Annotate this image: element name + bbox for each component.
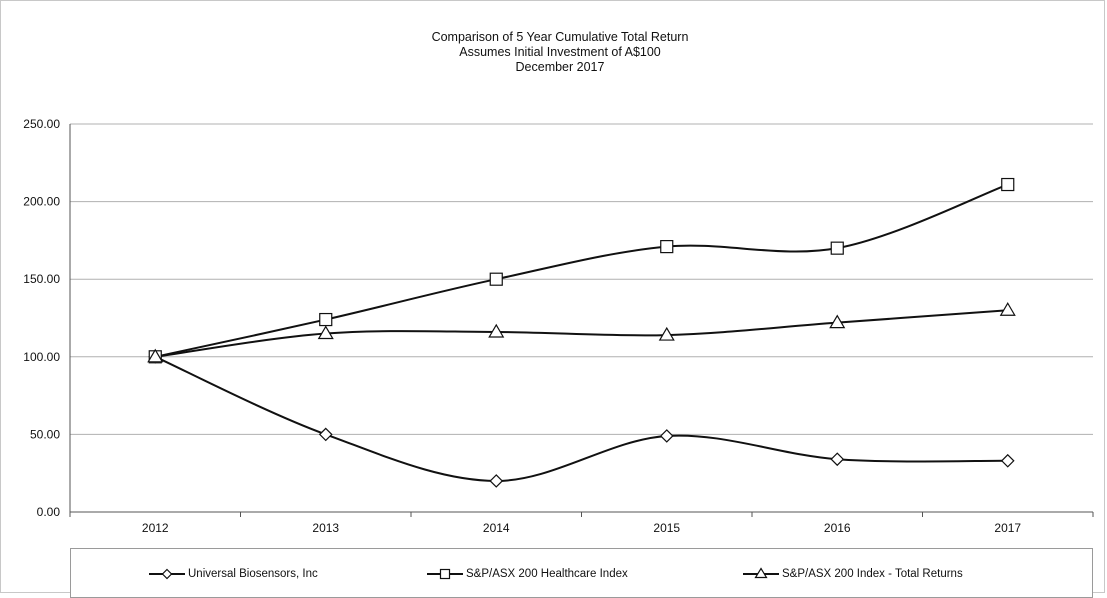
legend-item-1: Universal Biosensors, Inc [149,567,318,581]
series-3-point-2014 [488,323,505,338]
legend-label: Universal Biosensors, Inc [188,568,318,580]
series-2-point-2014 [489,272,503,286]
legend-label: S&P/ASX 200 Index - Total Returns [782,568,963,580]
chart-subtitle-line-1: Assumes Initial Investment of A$100 [459,45,661,59]
series-1-point-2013 [318,427,333,442]
x-tick-label: 2017 [994,521,1021,535]
series-3-line [155,309,1008,358]
series-3-point-2012 [147,348,164,363]
legend-marker-square [439,568,451,580]
series-2-point-2016 [830,241,844,255]
series-1-point-2015 [659,429,674,443]
legend-item-3: S&P/ASX 200 Index - Total Returns [743,567,963,581]
series-2-point-2017 [1001,177,1015,192]
y-tick-label: 250.00 [23,117,60,131]
x-tick-label: 2012 [142,521,169,535]
chart-titles: Comparison of 5 Year Cumulative Total Re… [250,30,870,75]
series-1-point-2014 [489,474,504,488]
series-2-line [155,183,1009,358]
series-2-point-2015 [660,240,674,254]
gridlines [70,123,1093,435]
legend-swatch-triangle [743,567,779,579]
chart-subtitle-line-2: December 2017 [515,60,605,74]
legend-swatch-square [427,568,463,580]
legend-marker-triangle [754,567,768,579]
legend-marker-diamond [161,568,173,580]
series-2-point-2013 [319,312,333,327]
series-3-point-2016 [829,314,846,329]
y-tick-label: 0.00 [37,505,61,519]
chart-title: Comparison of 5 Year Cumulative Total Re… [431,30,689,44]
y-tick-label: 150.00 [23,272,60,286]
legend-item-2: S&P/ASX 200 Healthcare Index [427,567,628,581]
y-tick-label: 200.00 [23,195,60,209]
x-tick-label: 2016 [824,521,851,535]
series-lines [154,183,1009,482]
line-chart: 0.00 50.00 100.00 150.00 200.00 250.00 2012 201… [23,117,1094,535]
x-tick-label: 2014 [483,521,510,535]
series-3-point-2013 [317,325,334,340]
legend: Universal Biosensors, Inc S&P/ASX 200 Hea… [70,548,1093,598]
y-tick-label: 50.00 [30,427,60,441]
x-tick-label: 2015 [653,521,680,535]
series-3-point-2015 [658,326,675,341]
series-1-point-2017 [1000,453,1015,468]
y-tick-label: 100.00 [23,350,60,364]
legend-swatch-diamond [149,568,185,580]
series-1-line [154,355,1008,482]
axes [69,124,1094,517]
series-markers [147,177,1016,488]
tick-labels: 0.00 50.00 100.00 150.00 200.00 250.00 2012 201… [23,117,1021,535]
legend-label: S&P/ASX 200 Healthcare Index [466,568,628,580]
x-tick-label: 2013 [312,521,339,535]
series-1-point-2016 [830,452,845,467]
series-3-point-2017 [999,302,1016,316]
